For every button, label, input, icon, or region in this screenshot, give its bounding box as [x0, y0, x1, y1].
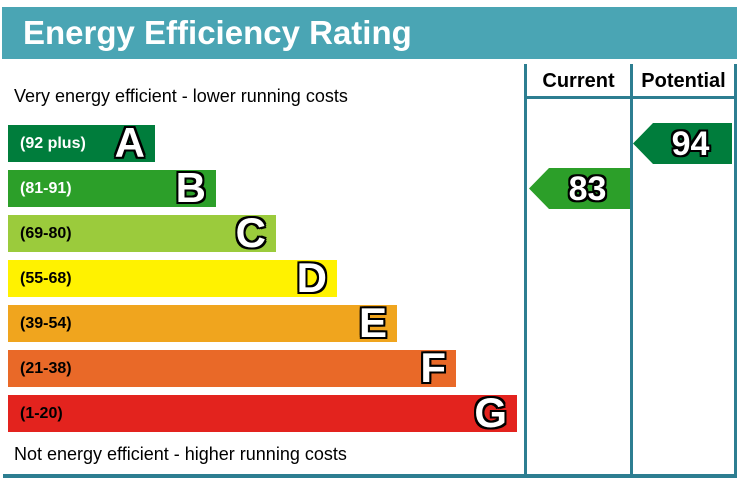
band-letter: B	[175, 163, 206, 211]
current-rating-value: 83	[568, 169, 607, 208]
table-bottom-line	[3, 474, 737, 478]
band-row-g: (1-20) G	[8, 388, 517, 436]
band-range-label: (69-80)	[20, 224, 72, 242]
potential-rating-marker: 94	[633, 123, 732, 164]
current-rating-marker: 83	[529, 168, 630, 209]
band-letter: G	[474, 388, 507, 436]
column-header-potential: Potential	[641, 69, 726, 92]
band-row-d: (55-68) D	[8, 253, 337, 301]
band-letter: F	[420, 343, 446, 391]
rating-bands: (92 plus) A (81-91) B (69-80) C (55-68) …	[8, 118, 517, 440]
title-banner: Energy Efficiency Rating	[2, 7, 737, 59]
band-letter: C	[235, 208, 266, 256]
column-header-current: Current	[542, 69, 615, 92]
band-range-label: (92 plus)	[20, 134, 86, 152]
table-line-left	[524, 64, 527, 478]
band-row-b: (81-91) B	[8, 163, 216, 211]
table-line-middle	[630, 64, 633, 478]
bottom-efficiency-note: Not energy efficient - higher running co…	[14, 444, 347, 464]
band-row-c: (69-80) C	[8, 208, 276, 256]
band-range-label: (39-54)	[20, 314, 72, 332]
page-title: Energy Efficiency Rating	[23, 14, 412, 51]
band-letter: A	[114, 118, 145, 166]
band-row-a: (92 plus) A	[8, 118, 155, 166]
band-row-e: (39-54) E	[8, 298, 397, 346]
table-line-right	[734, 64, 737, 478]
band-range-label: (81-91)	[20, 179, 72, 197]
band-range-label: (1-20)	[20, 404, 63, 422]
band-range-label: (55-68)	[20, 269, 72, 287]
band-range-label: (21-38)	[20, 359, 72, 377]
table-header-underline	[524, 96, 737, 99]
top-efficiency-note: Very energy efficient - lower running co…	[14, 86, 348, 106]
band-letter: E	[358, 298, 387, 346]
band-letter: D	[296, 253, 327, 301]
potential-rating-value: 94	[671, 124, 710, 163]
band-row-f: (21-38) F	[8, 343, 456, 391]
